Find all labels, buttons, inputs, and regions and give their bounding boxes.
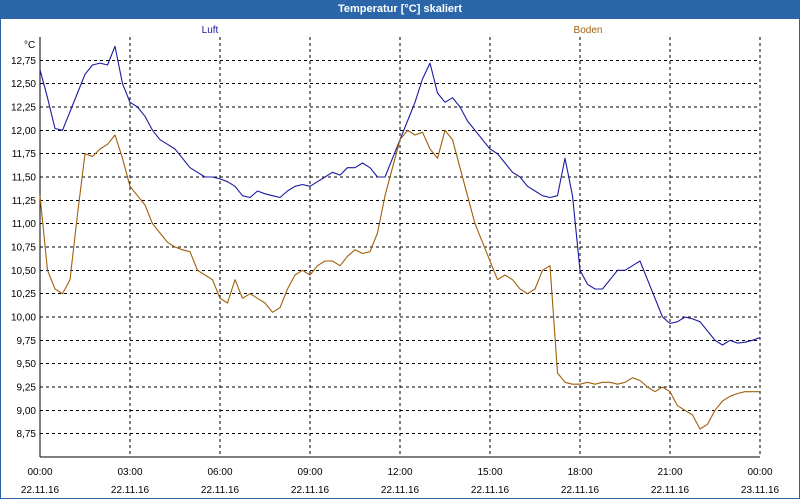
x-tick-time: 00:00 (747, 467, 772, 478)
y-tick-label: 11,75 (12, 149, 37, 160)
y-tick-label: 10,25 (11, 289, 36, 300)
legend-entry-luft: Luft (202, 25, 219, 36)
grid (39, 37, 761, 457)
x-tick-time: 06:00 (207, 467, 232, 478)
x-tick-date: 22.11.16 (111, 485, 150, 496)
y-tick-label: 11,50 (12, 173, 37, 184)
series-line-boden (39, 129, 760, 430)
x-tick-date: 22.11.16 (561, 485, 600, 496)
y-tick-label: 9,75 (17, 336, 37, 347)
y-tick-label: 11,00 (12, 219, 37, 230)
x-ticks: 00:00 22.11.16 03:00 22.11.16 06:00 22.11.16 0… (21, 467, 780, 496)
x-tick-date: 22.11.16 (381, 485, 420, 496)
y-tick-label: 10,75 (11, 243, 36, 254)
y-tick-label: 9,50 (17, 359, 37, 370)
x-tick-date: 22.11.16 (201, 485, 240, 496)
y-tick-label: 12,50 (11, 79, 36, 90)
x-tick-time: 12:00 (387, 467, 412, 478)
x-tick-date: 22.11.16 (21, 485, 60, 496)
x-tick-time: 09:00 (297, 467, 322, 478)
legend: Luft Boden (202, 25, 603, 36)
y-tick-label: 8,75 (17, 429, 37, 440)
x-tick-date: 23.11.16 (741, 485, 780, 496)
x-tick-time: 15:00 (477, 467, 502, 478)
series-lines (39, 45, 761, 430)
x-tick-time: 00:00 (27, 467, 52, 478)
y-tick-label: 12,75 (11, 56, 36, 67)
y-tick-label: 9,25 (17, 383, 37, 394)
y-ticks: 8,75 9,00 9,25 9,50 9,75 10,00 10,25 10,50 10,75… (11, 56, 36, 440)
y-tick-label: 12,25 (11, 103, 36, 114)
x-tick-date: 22.11.16 (291, 485, 330, 496)
y-axis-label: °C (24, 40, 35, 51)
axes (39, 37, 760, 458)
window-title: Temperatur [°C] skaliert (0, 0, 800, 19)
y-tick-label: 11,25 (12, 196, 37, 207)
y-tick-label: 9,00 (17, 406, 37, 417)
legend-entry-boden: Boden (574, 25, 603, 36)
y-tick-label: 10,00 (11, 313, 36, 324)
x-tick-date: 22.11.16 (471, 485, 510, 496)
x-tick-date: 22.11.16 (651, 485, 690, 496)
y-tick-label: 10,50 (11, 266, 36, 277)
x-tick-time: 03:00 (117, 467, 142, 478)
x-tick-time: 21:00 (657, 467, 682, 478)
y-tick-label: 12,00 (11, 126, 36, 137)
x-tick-time: 18:00 (567, 467, 592, 478)
